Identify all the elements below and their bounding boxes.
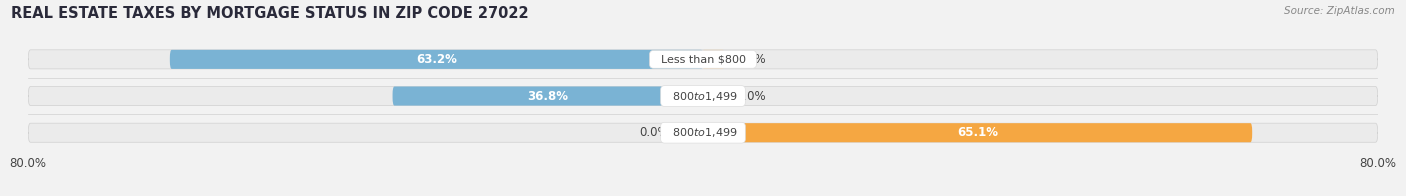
FancyBboxPatch shape — [703, 86, 724, 106]
Text: REAL ESTATE TAXES BY MORTGAGE STATUS IN ZIP CODE 27022: REAL ESTATE TAXES BY MORTGAGE STATUS IN … — [11, 6, 529, 21]
Text: $800 to $1,499: $800 to $1,499 — [665, 90, 741, 103]
FancyBboxPatch shape — [682, 123, 703, 142]
Text: 63.2%: 63.2% — [416, 53, 457, 66]
FancyBboxPatch shape — [28, 50, 1378, 69]
Text: Less than $800: Less than $800 — [654, 54, 752, 64]
Text: $800 to $1,499: $800 to $1,499 — [665, 126, 741, 139]
Text: Source: ZipAtlas.com: Source: ZipAtlas.com — [1284, 6, 1395, 16]
Text: 0.0%: 0.0% — [737, 90, 766, 103]
FancyBboxPatch shape — [703, 50, 724, 69]
Text: 65.1%: 65.1% — [957, 126, 998, 139]
FancyBboxPatch shape — [28, 86, 1378, 106]
Text: 0.0%: 0.0% — [737, 53, 766, 66]
FancyBboxPatch shape — [170, 50, 703, 69]
FancyBboxPatch shape — [28, 123, 1378, 142]
FancyBboxPatch shape — [392, 86, 703, 106]
Legend: Without Mortgage, With Mortgage: Without Mortgage, With Mortgage — [574, 195, 832, 196]
Text: 0.0%: 0.0% — [640, 126, 669, 139]
FancyBboxPatch shape — [703, 123, 1253, 142]
Text: 36.8%: 36.8% — [527, 90, 568, 103]
